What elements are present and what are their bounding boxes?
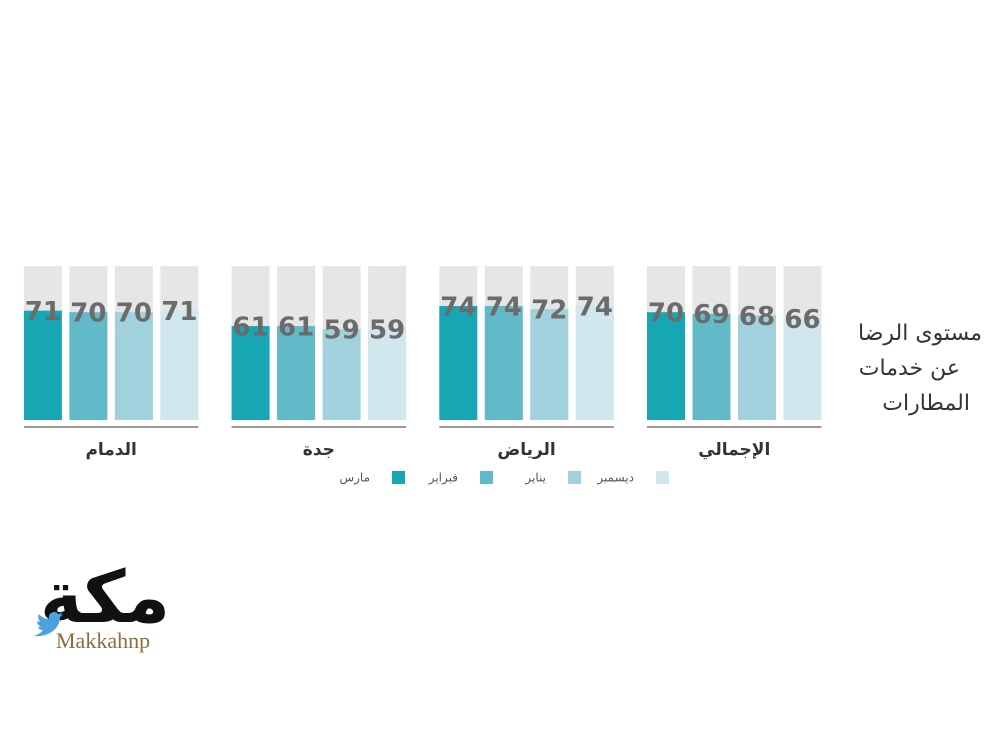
bar — [738, 315, 776, 420]
data-label: 68 — [739, 302, 775, 332]
legend-label: ديسمبر — [596, 471, 634, 486]
logo: مكة Makkahnp — [34, 555, 170, 653]
bar — [575, 306, 614, 420]
x-tick-label: الدمام — [85, 440, 136, 460]
data-label: 71 — [25, 297, 61, 327]
bar — [783, 318, 822, 420]
data-label: 71 — [161, 297, 197, 327]
data-label: 70 — [70, 299, 106, 329]
bar — [692, 313, 731, 420]
x-tick-label: الإجمالي — [698, 440, 770, 460]
bar — [231, 326, 270, 420]
logo-handle: Makkahnp — [56, 628, 150, 653]
data-label: 70 — [116, 299, 152, 329]
twitter-icon — [34, 612, 63, 637]
legend-label: مارس — [339, 471, 370, 486]
bar — [322, 329, 361, 420]
data-label: 66 — [784, 305, 820, 335]
chart-title: مستوى الرضا — [858, 321, 982, 346]
bar — [277, 326, 316, 420]
bar — [114, 312, 153, 420]
data-label: 69 — [693, 300, 729, 330]
data-label: 61 — [278, 313, 314, 343]
x-tick-label: الرياض — [497, 440, 555, 460]
data-label: 74 — [577, 293, 613, 323]
legend-swatch — [480, 471, 493, 484]
data-label: 59 — [324, 316, 360, 346]
legend-label: يناير — [524, 471, 546, 486]
legend-swatch — [656, 471, 669, 484]
data-label: 74 — [486, 293, 522, 323]
legend-swatch — [392, 471, 405, 484]
legend-swatch — [568, 471, 581, 484]
bar — [647, 312, 685, 420]
bar — [23, 310, 62, 420]
data-label: 70 — [648, 299, 684, 329]
bar — [530, 309, 569, 420]
data-label: 59 — [369, 316, 405, 346]
chart-title: المطارات — [882, 391, 970, 416]
legend-label: فبراير — [428, 471, 458, 486]
x-tick-label: جدة — [303, 440, 335, 460]
bar — [160, 310, 199, 420]
bar — [484, 306, 523, 420]
data-label: 74 — [440, 293, 476, 323]
logo-text: مكة — [40, 555, 170, 639]
chart-title: عن خدمات — [859, 356, 960, 381]
data-label: 72 — [531, 296, 567, 326]
bar — [439, 306, 478, 420]
bar — [69, 312, 108, 420]
data-label: 61 — [233, 313, 269, 343]
bar — [368, 329, 407, 420]
